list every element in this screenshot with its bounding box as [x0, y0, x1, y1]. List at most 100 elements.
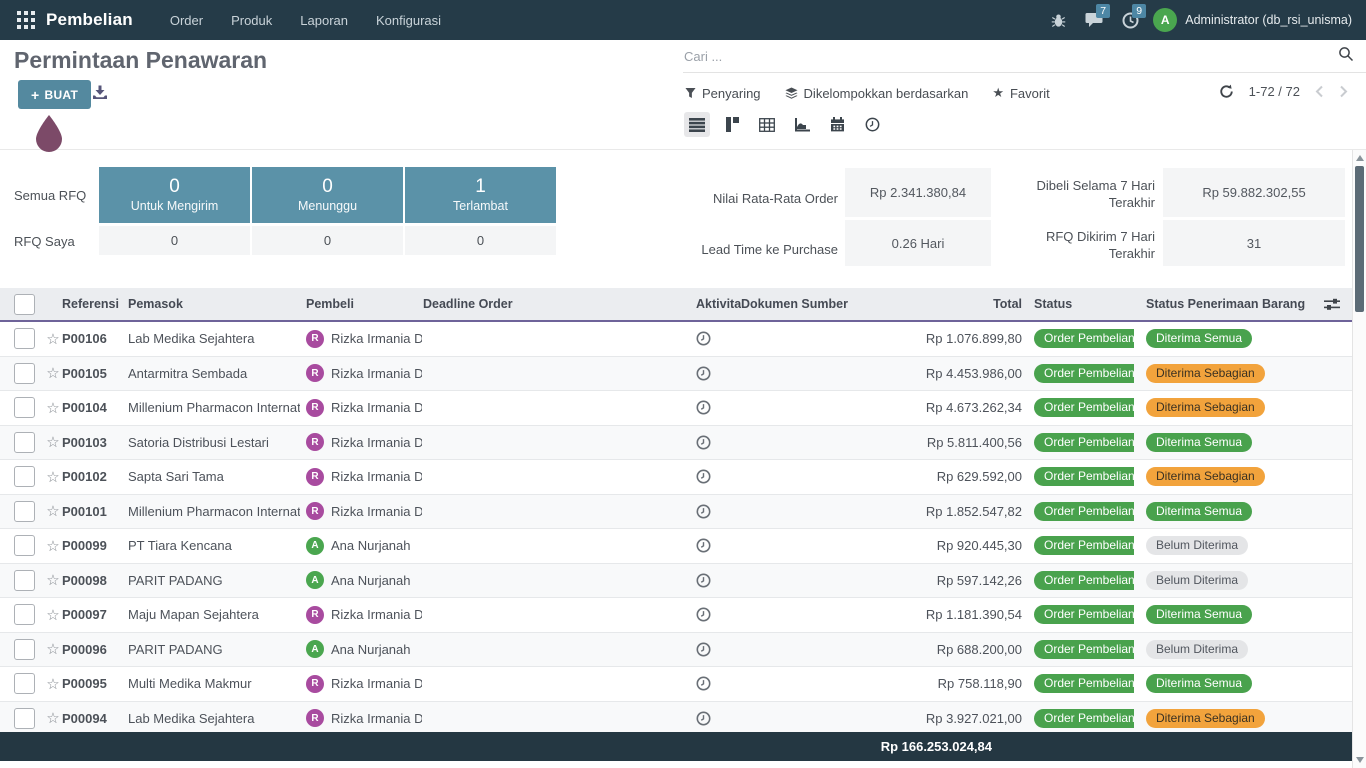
favorite-star-icon[interactable]: ☆	[46, 675, 60, 693]
menu-produk[interactable]: Produk	[231, 12, 273, 28]
refresh-icon[interactable]	[1219, 84, 1234, 99]
favorite-star-icon[interactable]: ☆	[46, 399, 60, 417]
row-checkbox[interactable]	[14, 500, 35, 522]
kpi-my-late[interactable]: 0	[405, 226, 556, 255]
header-aktivitas[interactable]: Aktivitas	[696, 297, 741, 311]
row-checkbox[interactable]	[14, 362, 35, 384]
table-row[interactable]: ☆ P00106 Lab Medika Sejahtera R Rizka Ir…	[0, 322, 1352, 357]
table-row[interactable]: ☆ P00102 Sapta Sari Tama R Rizka Irmania…	[0, 460, 1352, 495]
favorite-star-icon[interactable]: ☆	[46, 572, 60, 590]
status-badge: Order Pembelian	[1034, 363, 1134, 383]
favorite-star-icon[interactable]: ☆	[46, 434, 60, 452]
header-status[interactable]: Status	[1034, 297, 1073, 311]
table-row[interactable]: ☆ P00099 PT Tiara Kencana A Ana Nurjanah…	[0, 529, 1352, 564]
row-checkbox[interactable]	[14, 673, 35, 695]
table-row[interactable]: ☆ P00095 Multi Medika Makmur R Rizka Irm…	[0, 667, 1352, 702]
scroll-up-arrow[interactable]	[1356, 155, 1364, 161]
row-checkbox[interactable]	[14, 466, 35, 488]
table-row[interactable]: ☆ P00105 Antarmitra Sembada R Rizka Irma…	[0, 356, 1352, 391]
header-status-penerimaan[interactable]: Status Penerimaan Barang	[1146, 297, 1306, 311]
scrollbar-thumb[interactable]	[1355, 166, 1364, 312]
buyer-name: Rizka Irmania Devanti	[331, 469, 422, 485]
activity-clock-icon[interactable]	[693, 573, 741, 588]
favorite-star-icon[interactable]: ☆	[46, 537, 60, 555]
kpi-late[interactable]: 1 Terlambat	[405, 167, 556, 223]
table-row[interactable]: ☆ P00098 PARIT PADANG A Ana Nurjanah Rp …	[0, 563, 1352, 598]
messages-icon[interactable]: 7	[1081, 4, 1111, 32]
table-row[interactable]: ☆ P00103 Satoria Distribusi Lestari R Ri…	[0, 425, 1352, 460]
create-button[interactable]: + BUAT	[18, 80, 92, 109]
buyer-cell: R Rizka Irmania Devanti	[300, 502, 422, 521]
row-checkbox[interactable]	[14, 707, 35, 729]
favorite-star-icon[interactable]: ☆	[46, 468, 60, 486]
activity-clock-icon[interactable]	[693, 366, 741, 381]
scroll-down-arrow[interactable]	[1356, 757, 1364, 763]
activity-clock-icon[interactable]	[693, 400, 741, 415]
row-checkbox[interactable]	[14, 569, 35, 591]
favorite-star-icon[interactable]: ☆	[46, 503, 60, 521]
header-total[interactable]: Total	[993, 297, 1022, 311]
header-pemasok[interactable]: Pemasok	[128, 297, 183, 311]
view-kanban-icon[interactable]	[719, 112, 745, 137]
row-checkbox[interactable]	[14, 638, 35, 660]
app-name[interactable]: Pembelian	[46, 10, 133, 29]
vertical-scrollbar[interactable]	[1352, 150, 1366, 768]
kpi-my-waiting[interactable]: 0	[252, 226, 403, 255]
row-checkbox[interactable]	[14, 328, 35, 350]
reference-cell: P00106	[62, 331, 107, 347]
menu-order[interactable]: Order	[169, 12, 204, 28]
select-all-checkbox[interactable]	[14, 293, 35, 315]
view-activity-icon[interactable]	[859, 112, 885, 137]
activities-clock-icon[interactable]: 9	[1117, 4, 1147, 32]
activity-clock-icon[interactable]	[693, 642, 741, 657]
user-menu[interactable]: A Administrator (db_rsi_unisma)	[1153, 8, 1352, 32]
kpi-to-send[interactable]: 0 Untuk Mengirim	[99, 167, 250, 223]
kpi-waiting[interactable]: 0 Menunggu	[252, 167, 403, 223]
header-referensi[interactable]: Referensi	[62, 297, 119, 311]
favorite-star-icon[interactable]: ☆	[46, 365, 60, 383]
search-input[interactable]	[683, 48, 1338, 64]
filters-button[interactable]: Penyaring	[683, 82, 773, 105]
debug-bug-icon[interactable]	[1045, 8, 1071, 32]
view-calendar-icon[interactable]	[824, 112, 850, 137]
apps-grid-icon[interactable]	[16, 10, 36, 30]
activity-clock-icon[interactable]	[693, 504, 741, 519]
favorite-star-icon[interactable]: ☆	[46, 606, 60, 624]
activity-clock-icon[interactable]	[693, 435, 741, 450]
optional-columns-icon[interactable]	[1312, 298, 1352, 311]
search-icon[interactable]	[1338, 46, 1354, 67]
activity-clock-icon[interactable]	[693, 711, 741, 726]
view-pivot-icon[interactable]	[754, 112, 780, 137]
header-deadline[interactable]: Deadline Order	[423, 297, 513, 311]
funnel-icon	[685, 87, 696, 99]
favorites-button[interactable]: ★ Favorit	[980, 81, 1061, 105]
favorite-star-icon[interactable]: ☆	[46, 641, 60, 659]
menu-konfigurasi[interactable]: Konfigurasi	[376, 12, 442, 28]
menu-laporan[interactable]: Laporan	[300, 12, 348, 28]
table-row[interactable]: ☆ P00101 Millenium Pharmacon Internation…	[0, 494, 1352, 529]
pager-next-icon[interactable]	[1339, 85, 1348, 98]
row-checkbox[interactable]	[14, 604, 35, 626]
pager-previous-icon[interactable]	[1315, 85, 1324, 98]
table-row[interactable]: ☆ P00097 Maju Mapan Sejahtera R Rizka Ir…	[0, 598, 1352, 633]
table-row[interactable]: ☆ P00094 Lab Medika Sejahtera R Rizka Ir…	[0, 701, 1352, 736]
view-graph-icon[interactable]	[789, 112, 815, 137]
row-checkbox[interactable]	[14, 397, 35, 419]
header-dokumen-sumber[interactable]: Dokumen Sumber	[741, 297, 848, 311]
export-download-icon[interactable]	[92, 85, 108, 103]
favorite-star-icon[interactable]: ☆	[46, 710, 60, 728]
row-checkbox[interactable]	[14, 535, 35, 557]
group-by-button[interactable]: Dikelompokkan berdasarkan	[773, 82, 981, 105]
view-list-icon[interactable]	[684, 112, 710, 137]
table-row[interactable]: ☆ P00104 Millenium Pharmacon Internation…	[0, 391, 1352, 426]
row-checkbox[interactable]	[14, 431, 35, 453]
activity-clock-icon[interactable]	[693, 469, 741, 484]
activity-clock-icon[interactable]	[693, 331, 741, 346]
favorite-star-icon[interactable]: ☆	[46, 330, 60, 348]
header-pembeli[interactable]: Pembeli	[306, 297, 354, 311]
table-row[interactable]: ☆ P00096 PARIT PADANG A Ana Nurjanah Rp …	[0, 632, 1352, 667]
activity-clock-icon[interactable]	[693, 607, 741, 622]
activity-clock-icon[interactable]	[693, 538, 741, 553]
activity-clock-icon[interactable]	[693, 676, 741, 691]
kpi-my-to-send[interactable]: 0	[99, 226, 250, 255]
